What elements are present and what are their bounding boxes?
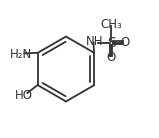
Text: O: O <box>107 51 116 64</box>
Text: O: O <box>120 36 129 49</box>
Text: H₂N: H₂N <box>10 48 32 61</box>
Text: NH: NH <box>86 35 104 48</box>
Text: S: S <box>107 36 116 50</box>
Text: CH₃: CH₃ <box>100 18 122 31</box>
Text: HO: HO <box>15 89 33 102</box>
